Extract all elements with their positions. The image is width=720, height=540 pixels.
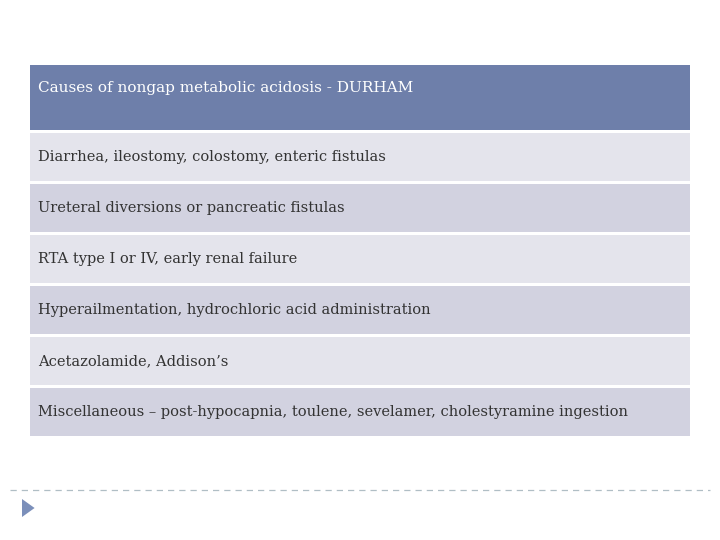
Bar xyxy=(30,65,690,130)
Bar xyxy=(30,337,690,385)
Text: Ureteral diversions or pancreatic fistulas: Ureteral diversions or pancreatic fistul… xyxy=(38,201,345,215)
Text: Miscellaneous – post-hypocapnia, toulene, sevelamer, cholestyramine ingestion: Miscellaneous – post-hypocapnia, toulene… xyxy=(38,405,628,419)
Bar xyxy=(30,286,690,334)
Text: Hyperailmentation, hydrochloric acid administration: Hyperailmentation, hydrochloric acid adm… xyxy=(38,303,431,317)
Text: Acetazolamide, Addison’s: Acetazolamide, Addison’s xyxy=(38,354,228,368)
Bar xyxy=(30,235,690,283)
Polygon shape xyxy=(22,499,35,517)
Bar xyxy=(30,388,690,436)
Text: Diarrhea, ileostomy, colostomy, enteric fistulas: Diarrhea, ileostomy, colostomy, enteric … xyxy=(38,150,386,164)
Bar xyxy=(30,184,690,232)
Text: RTA type I or IV, early renal failure: RTA type I or IV, early renal failure xyxy=(38,252,297,266)
Bar xyxy=(30,133,690,181)
Text: Causes of nongap metabolic acidosis - DURHAM: Causes of nongap metabolic acidosis - DU… xyxy=(38,81,413,95)
